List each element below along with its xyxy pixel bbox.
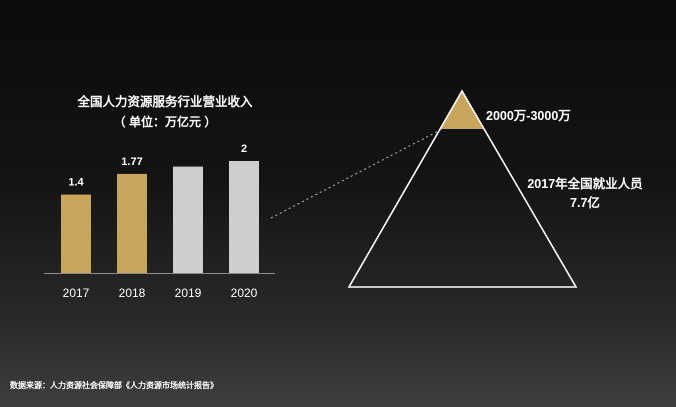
pyramid-outline — [347, 89, 578, 288]
x-tick-label-2017: 2017 — [63, 286, 90, 300]
data-source-note: 数据来源：人力资源社会保障部《人力资源市场统计报告》 — [10, 381, 218, 390]
bar-2019 — [173, 166, 203, 273]
pyramid-top-segment — [440, 91, 485, 129]
bar-2017 — [61, 194, 91, 273]
pyramid-main-label-line2: 7.7亿 — [570, 195, 600, 210]
data-label-2018: 1.77 — [121, 156, 142, 168]
data-label-2017: 1.4 — [68, 177, 84, 189]
pyramid-main-label-line1: 2017年全国就业人员 — [527, 176, 643, 191]
pyramid-top-label: 2000万-3000万 — [486, 109, 571, 123]
data-label-2020: 2 — [241, 143, 247, 155]
bar-2018 — [117, 173, 147, 273]
x-tick-label-2019: 2019 — [175, 286, 202, 300]
x-tick-label-2020: 2020 — [231, 286, 258, 300]
connector-dotted-line — [270, 128, 443, 219]
chart-title: 全国人力资源服务行业营业收入 — [77, 95, 253, 109]
x-tick-label-2018: 2018 — [119, 286, 146, 300]
chart-unit-subtitle: （ 单位：万亿元 ） — [113, 115, 217, 129]
bar-2020 — [229, 161, 259, 273]
